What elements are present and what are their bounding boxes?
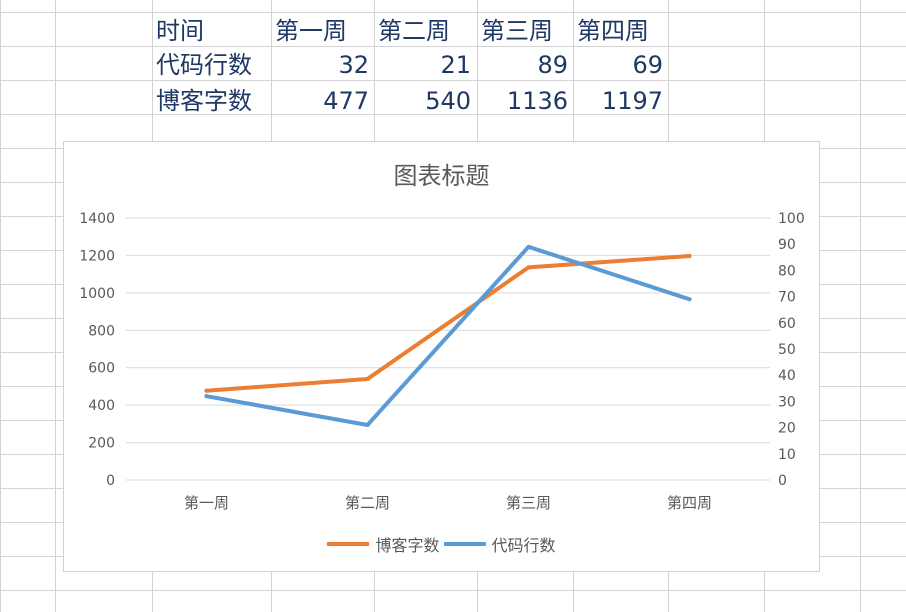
y-left-tick-label: 800 <box>88 323 115 339</box>
header-cell-2[interactable]: 第二周 <box>378 17 450 45</box>
y-left-tick-label: 1200 <box>79 248 115 264</box>
series-line-0[interactable] <box>204 253 692 393</box>
legend-label-code: 代码行数 <box>491 536 556 555</box>
header-cell-label[interactable]: 时间 <box>156 17 204 45</box>
x-tick-label: 第三周 <box>506 494 551 512</box>
value-cell[interactable]: 89 <box>537 51 568 79</box>
y-right-tick-label: 80 <box>778 263 796 279</box>
y-left-tick-label: 200 <box>88 436 115 452</box>
value-cell[interactable]: 1136 <box>506 87 568 115</box>
x-tick-label: 第四周 <box>667 494 712 512</box>
y-left-tick-label: 1000 <box>79 286 115 302</box>
chart-title: 图表标题 <box>393 162 490 190</box>
data-point[interactable] <box>687 253 692 258</box>
legend-item-code: 代码行数 <box>443 532 556 556</box>
y-right-tick-label: 50 <box>778 342 796 358</box>
chart-plot: 0 200 400 600 800 1000 1200 1400 0 10 20 30 40 50 60 70… <box>79 211 805 512</box>
y-left-tick-label: 0 <box>106 473 115 489</box>
data-point[interactable] <box>365 422 370 427</box>
legend-item-blog: 博客字数 <box>327 532 440 556</box>
legend-swatch-code <box>443 542 486 546</box>
data-point[interactable] <box>526 265 531 270</box>
data-point[interactable] <box>204 388 209 393</box>
y-right-tick-label: 100 <box>778 211 805 227</box>
header-cell-3[interactable]: 第三周 <box>481 17 553 45</box>
value-cell[interactable]: 477 <box>323 87 369 115</box>
y-right-tick-label: 70 <box>778 290 796 306</box>
row-label-cell[interactable]: 博客字数 <box>156 87 252 115</box>
chart-legend: 博客字数 代码行数 <box>64 532 819 556</box>
y-right-tick-label: 0 <box>778 473 787 489</box>
y-left-tick-label: 600 <box>88 361 115 377</box>
y-left-tick-label: 400 <box>88 398 115 414</box>
y-right-tick-label: 10 <box>778 447 796 463</box>
data-point[interactable] <box>204 394 209 399</box>
header-cell-1[interactable]: 第一周 <box>275 17 347 45</box>
y-left-tick-label: 1400 <box>79 211 115 227</box>
value-cell[interactable]: 32 <box>338 51 369 79</box>
value-cell[interactable]: 1197 <box>601 87 663 115</box>
x-tick-label: 第二周 <box>345 494 390 512</box>
data-point[interactable] <box>526 244 531 249</box>
value-cell[interactable]: 21 <box>440 51 471 79</box>
legend-label-blog: 博客字数 <box>375 536 440 555</box>
legend-swatch-blog <box>327 542 370 546</box>
y-right-tick-label: 40 <box>778 368 796 384</box>
y-right-tick-label: 30 <box>778 394 796 410</box>
x-tick-label: 第一周 <box>184 494 229 512</box>
value-cell[interactable]: 69 <box>632 51 663 79</box>
data-point[interactable] <box>365 376 370 381</box>
y-right-tick-label: 20 <box>778 421 796 437</box>
value-cell[interactable]: 540 <box>425 87 471 115</box>
chart-card[interactable]: 0 200 400 600 800 1000 1200 1400 0 10 20 30 40 50 60 70… <box>63 141 820 572</box>
y-right-tick-label: 90 <box>778 237 796 253</box>
series-line-1[interactable] <box>204 244 692 427</box>
row-label-cell[interactable]: 代码行数 <box>156 51 252 79</box>
data-point[interactable] <box>687 297 692 302</box>
header-cell-4[interactable]: 第四周 <box>577 17 649 45</box>
y-right-tick-label: 60 <box>778 316 796 332</box>
